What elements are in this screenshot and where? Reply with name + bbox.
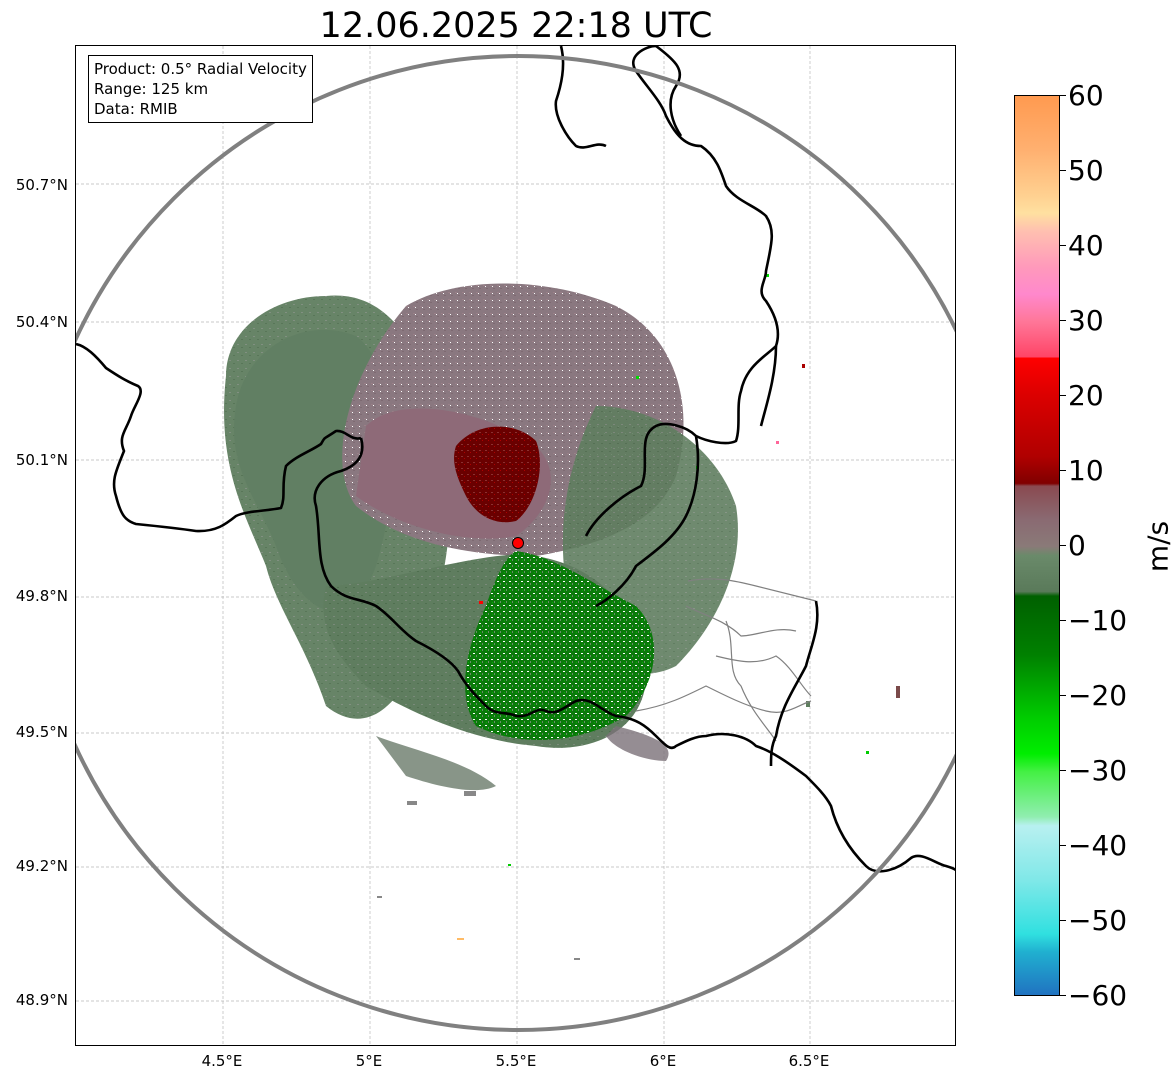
colorbar-tick-label: −30: [1068, 754, 1128, 787]
x-tick-label: 5.5°E: [495, 1052, 537, 1070]
colorbar-tick-label: 40: [1068, 229, 1104, 262]
colorbar-tick-label: −60: [1068, 979, 1128, 1012]
radar-site-marker: [512, 537, 524, 549]
colorbar-tick-label: 60: [1068, 79, 1104, 112]
colorbar-tick-label: 30: [1068, 304, 1104, 337]
y-tick-label: 49.8°N: [15, 587, 68, 605]
y-tick-label: 49.2°N: [15, 857, 68, 875]
map-title: 12.06.2025 22:18 UTC: [319, 6, 713, 46]
x-tick-label: 4.5°E: [201, 1052, 243, 1070]
national-borders: [76, 46, 955, 873]
range-label: Range: 125 km: [94, 80, 209, 98]
colorbar-tick-label: 10: [1068, 454, 1104, 487]
colorbar-tick-label: −40: [1068, 829, 1128, 862]
admin-boundaries: [635, 578, 817, 742]
x-tick-label: 5°E: [355, 1052, 383, 1070]
y-tick-label: 50.4°N: [15, 313, 68, 331]
radar-map[interactable]: [75, 45, 956, 1046]
y-tick-label: 50.1°N: [15, 451, 68, 469]
product-info-box: Product: 0.5° Radial Velocity Range: 125…: [88, 55, 313, 123]
velocity-colorbar: [1014, 95, 1060, 996]
data-source-label: Data: RMIB: [94, 100, 178, 118]
colorbar-tick-label: −50: [1068, 904, 1128, 937]
y-tick-label: 49.5°N: [15, 723, 68, 741]
colorbar-tick-label: 20: [1068, 379, 1104, 412]
colorbar-tick-label: −10: [1068, 604, 1128, 637]
radar-echoes: [224, 274, 900, 960]
colorbar-tick-label: 0: [1068, 529, 1086, 562]
colorbar-unit-label: m/s: [1141, 520, 1171, 573]
product-label: Product: 0.5° Radial Velocity: [94, 60, 307, 78]
x-tick-label: 6.5°E: [788, 1052, 830, 1070]
x-tick-label: 6°E: [649, 1052, 677, 1070]
range-ring: [76, 54, 955, 1032]
colorbar-tick-label: 50: [1068, 154, 1104, 187]
y-tick-label: 50.7°N: [15, 176, 68, 194]
y-tick-label: 48.9°N: [15, 991, 68, 1009]
radar-map-canvas: [76, 46, 955, 1045]
colorbar-tick-label: −20: [1068, 679, 1128, 712]
